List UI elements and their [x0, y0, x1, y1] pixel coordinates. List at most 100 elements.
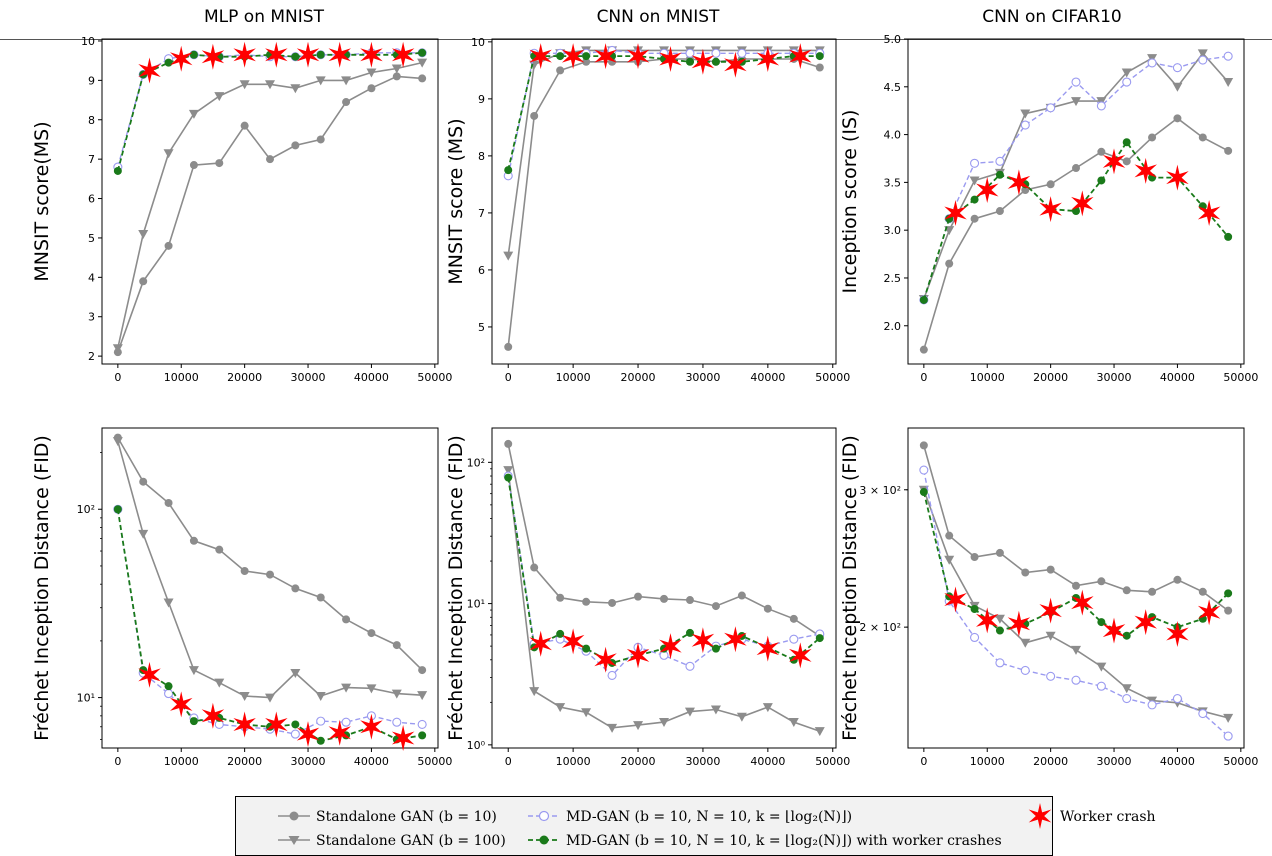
data-point [970, 553, 979, 562]
data-point [1045, 631, 1056, 641]
data-point [265, 693, 275, 703]
data-point [315, 76, 326, 86]
data-point [342, 98, 351, 107]
data-point [1046, 103, 1056, 113]
data-point [1097, 176, 1106, 185]
data-point [814, 727, 825, 737]
worker-crash-star [691, 48, 715, 75]
data-point [970, 214, 979, 223]
data-point [1122, 631, 1131, 640]
series-line [116, 509, 423, 742]
data-point [970, 632, 980, 643]
data-point [1020, 665, 1030, 676]
data-point [1122, 77, 1132, 87]
data-point [316, 135, 325, 144]
data-point [582, 597, 591, 606]
y-tick-label: 2.0 [884, 320, 902, 333]
data-point [503, 251, 514, 261]
data-point [342, 615, 351, 624]
x-tick-label: 50000 [815, 371, 850, 384]
data-point [164, 682, 173, 691]
worker-crash-star [626, 43, 650, 70]
series-mdgan_crash [504, 52, 824, 175]
data-point [139, 277, 148, 286]
data-point [418, 731, 427, 740]
y-tick-label: 6 [88, 193, 95, 206]
worker-crash-star [1166, 621, 1189, 647]
data-point [1021, 568, 1030, 577]
data-point [556, 629, 565, 638]
worker-crash-star [1071, 589, 1094, 616]
worker-crash-markers [944, 148, 1221, 226]
data-point [684, 707, 695, 717]
series-standalone_b10 [113, 72, 427, 357]
worker-crash-star [1134, 609, 1157, 636]
data-point [1071, 77, 1081, 87]
data-point [919, 441, 928, 450]
x-tick-label: 10000 [970, 371, 1005, 384]
data-point [582, 644, 591, 653]
panel-2: 0 10000 20000 30000 40000 50000 2.0 2.5 3.0 3.5 4.… [839, 33, 1258, 384]
x-tick-label: 30000 [291, 755, 326, 768]
data-point [1020, 120, 1030, 130]
data-point [1046, 671, 1056, 681]
worker-crash-star [1039, 597, 1062, 624]
y-axis-label: Fréchet Inception Distance (FID) [445, 435, 467, 741]
worker-crash-star [233, 41, 256, 68]
panel-0: 0 10000 20000 30000 40000 50000 2 3 4 5 6 7 8 9 10 MNSI… [31, 35, 452, 384]
y-tick-label: 10² [77, 503, 95, 516]
data-point [1020, 109, 1031, 119]
y-axis-label: MNSIT score(MS) [31, 121, 53, 281]
x-tick-label: 10000 [556, 371, 591, 384]
y-tick-label: 5 [88, 232, 95, 245]
data-point [1148, 133, 1157, 142]
data-point [316, 50, 325, 59]
data-point [139, 477, 148, 486]
data-point [417, 719, 427, 730]
y-axis-label: Inception score (IS) [839, 110, 861, 294]
data-point [607, 670, 617, 680]
x-tick-label: 0 [920, 371, 927, 384]
data-point [815, 634, 824, 643]
data-point [944, 555, 955, 565]
data-point [737, 591, 746, 600]
worker-crash-star [138, 661, 161, 688]
data-point [1147, 58, 1157, 68]
data-point [815, 63, 824, 72]
series-standalone_b100 [918, 49, 1234, 304]
x-tick-label: 0 [114, 371, 121, 384]
worker-crash-star [594, 43, 617, 70]
data-point [1223, 78, 1234, 88]
x-tick-label: 0 [505, 371, 512, 384]
panels: 0 10000 20000 30000 40000 500002345678910MNSI… [31, 33, 1258, 768]
worker-crash-markers [138, 41, 415, 84]
data-point [504, 166, 513, 175]
legend-item-standalone-b100: Standalone GAN (b = 100) [278, 833, 506, 849]
data-point [1172, 63, 1182, 73]
data-point [815, 52, 824, 61]
y-tick-label: 9 [88, 74, 95, 87]
data-point [417, 691, 428, 701]
legend-item-mdgan: MD-GAN (b = 10, N = 10, k = ⌊log₂(N)⌋) [528, 809, 852, 825]
data-point [945, 531, 954, 540]
data-point [1071, 645, 1081, 655]
series-standalone_b10 [919, 114, 1233, 354]
data-point [1122, 138, 1131, 147]
data-point [215, 159, 224, 168]
data-point [189, 536, 198, 545]
legend-marker-mdgan [538, 810, 550, 822]
data-point [995, 626, 1004, 635]
y-tick-label: 7 [88, 153, 95, 166]
data-point [1046, 565, 1055, 574]
data-point [290, 729, 300, 739]
data-point [504, 439, 513, 448]
series-line [507, 477, 821, 664]
data-point [316, 716, 326, 726]
x-tick-label: 10000 [164, 755, 199, 768]
legend-label-mdgan-crash: MD-GAN (b = 10, N = 10, k = ⌊log₂(N)⌋) w… [566, 833, 1002, 849]
series-standalone_b100 [503, 46, 825, 261]
worker-crash-star [1197, 599, 1221, 626]
worker-crash-star [724, 626, 747, 653]
data-point [995, 548, 1004, 557]
x-tick-label: 30000 [1097, 371, 1132, 384]
